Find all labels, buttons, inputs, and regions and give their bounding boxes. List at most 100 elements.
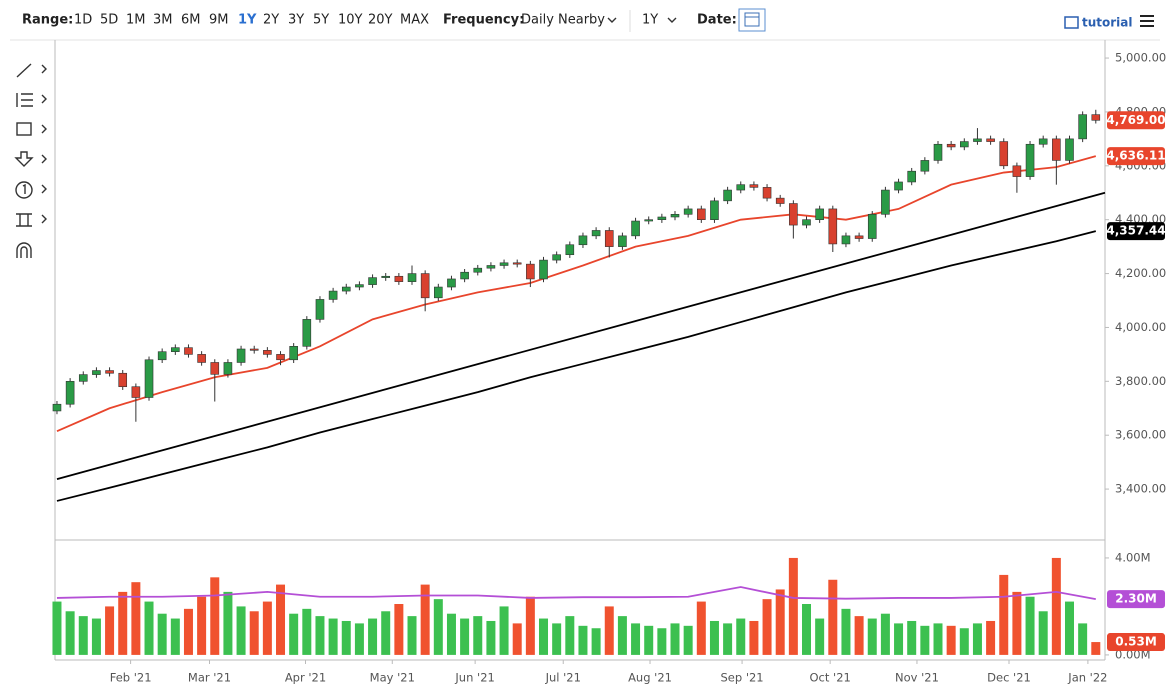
volume-bar <box>354 623 364 655</box>
tutorial-text: tutorial <box>1082 16 1133 30</box>
chevron <box>607 17 617 23</box>
volume-bar <box>591 628 601 655</box>
volume-bar <box>578 625 588 655</box>
x-tick-label: Feb '21 <box>110 671 152 685</box>
volume-bar <box>802 604 812 655</box>
candle-body <box>52 403 62 412</box>
range-button[interactable]: MAX <box>400 13 429 28</box>
candle-body <box>552 254 561 261</box>
candle-body <box>854 235 864 239</box>
candle-body <box>434 286 443 299</box>
volume-bar <box>815 618 825 655</box>
tool-line[interactable] <box>16 63 47 78</box>
candle-body <box>197 354 206 363</box>
candle-body <box>276 354 285 361</box>
frequency-select[interactable]: Daily Nearby <box>521 13 605 28</box>
candle-body <box>591 230 601 237</box>
volume-bar <box>512 623 522 655</box>
volume-bar <box>959 628 969 655</box>
candle-body <box>881 189 890 215</box>
candle-body <box>1025 143 1035 177</box>
candle-body <box>736 184 746 191</box>
volume-bar <box>1078 623 1088 655</box>
volume-bar <box>644 625 654 655</box>
tool-arrow[interactable] <box>14 151 47 167</box>
volume-bar <box>657 628 667 655</box>
range-button[interactable]: 1M <box>126 13 146 28</box>
candle-body <box>986 138 995 142</box>
candle-body <box>302 319 312 347</box>
volume-bar <box>604 606 614 655</box>
range-button[interactable]: 6M <box>181 13 201 28</box>
x-tick-label: Aug '21 <box>628 671 672 685</box>
chevron <box>667 17 677 23</box>
volume-bar <box>552 623 562 655</box>
x-tick-label: Nov '21 <box>895 671 939 685</box>
price-badge <box>1107 633 1165 652</box>
candle-body <box>131 386 141 398</box>
candle-body <box>578 235 588 246</box>
range-button[interactable]: 5D <box>100 13 118 28</box>
volume-bar <box>907 620 917 655</box>
menu-button[interactable] <box>1140 15 1154 27</box>
price-badge <box>1107 111 1165 130</box>
range-button[interactable]: 10Y <box>338 13 363 28</box>
candle-body <box>894 181 903 191</box>
candle-body <box>933 143 943 161</box>
range-button[interactable]: 3Y <box>288 13 304 28</box>
candle-body <box>328 290 338 300</box>
badge-label: 0.53M <box>1115 635 1157 649</box>
volume-bar <box>473 616 483 655</box>
date-label: Date: <box>697 13 737 28</box>
volume-bar <box>1091 642 1101 655</box>
badge-label: 4,357.44 <box>1106 224 1165 238</box>
volume-bar <box>920 625 930 655</box>
volume-bar <box>197 596 207 655</box>
calendar-frame <box>738 8 766 32</box>
candle-body <box>999 141 1009 167</box>
x-tick-label: Dec '21 <box>987 671 1031 685</box>
candle-body <box>775 197 785 204</box>
candle-body <box>355 284 364 288</box>
price-badge <box>1107 590 1165 609</box>
candle-body <box>762 187 772 199</box>
range-button[interactable]: 1D <box>74 13 92 28</box>
range-button[interactable]: 9M <box>209 13 229 28</box>
volume-bar <box>223 591 233 655</box>
volume-bar <box>670 623 680 655</box>
candle-body <box>368 277 377 285</box>
candle-body <box>263 350 272 355</box>
range-button[interactable]: 3M <box>153 13 173 28</box>
range-button[interactable]: 5Y <box>313 13 329 28</box>
candle-body <box>486 265 496 269</box>
tool-fib[interactable] <box>16 93 47 107</box>
candle-body <box>210 362 220 375</box>
range-button[interactable]: 2Y <box>263 13 279 28</box>
volume-bar <box>183 608 193 655</box>
volume-bar <box>276 584 286 655</box>
x-tick-label: Jan '22 <box>1067 671 1107 685</box>
calendar-icon <box>744 12 760 27</box>
volume-bar <box>328 618 338 655</box>
candle-body <box>604 230 614 247</box>
y-tick-label: 4,200.00 <box>1115 266 1166 280</box>
tool-note[interactable] <box>15 181 47 199</box>
volume-bar <box>854 616 864 655</box>
candle-body <box>749 184 759 188</box>
range-button[interactable]: 20Y <box>368 13 393 28</box>
volume-bar <box>381 611 391 655</box>
tutorial-link[interactable]: tutorial <box>1064 16 1133 30</box>
tool-magnet[interactable] <box>16 242 32 258</box>
volume-bar <box>867 618 877 655</box>
x-tick-label: Jun '21 <box>454 671 494 685</box>
volume-bar <box>289 613 299 655</box>
tool-rect[interactable] <box>16 122 47 136</box>
range-button[interactable]: 1Y <box>238 13 257 28</box>
calendar-button[interactable] <box>738 8 766 32</box>
period-select[interactable]: 1Y <box>642 13 658 28</box>
tool-measure[interactable] <box>16 213 47 227</box>
badge-label: 2.30M <box>1115 592 1157 606</box>
price-badge <box>1107 222 1165 241</box>
candle-body <box>670 213 680 218</box>
candle-body <box>420 273 430 299</box>
